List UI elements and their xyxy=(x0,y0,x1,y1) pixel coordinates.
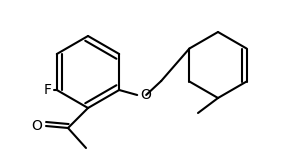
Text: F: F xyxy=(44,83,52,97)
Text: O: O xyxy=(140,88,151,102)
Text: O: O xyxy=(31,119,42,133)
